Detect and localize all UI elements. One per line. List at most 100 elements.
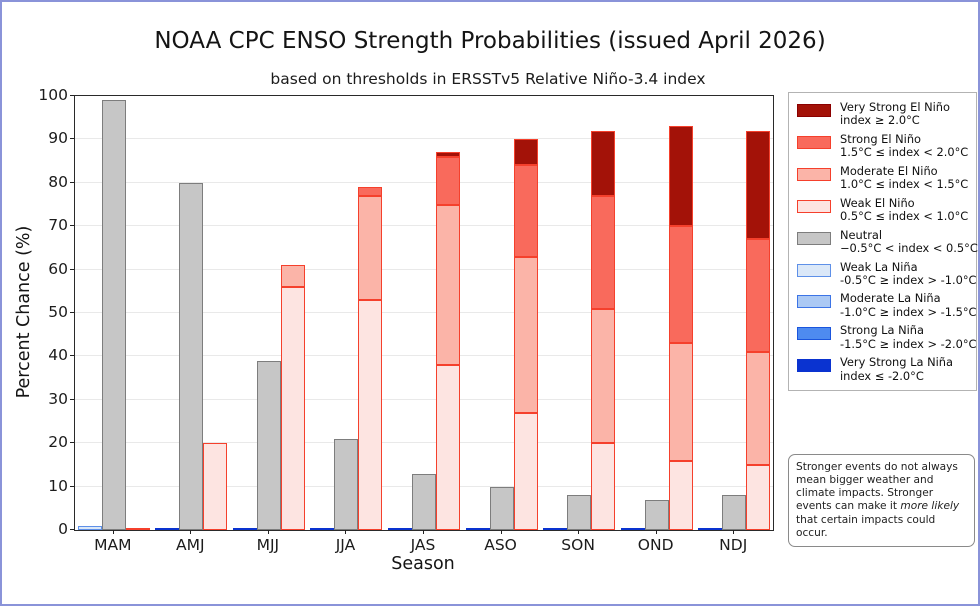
- y-tick-mark-70: [70, 225, 74, 227]
- y-tick-mark-60: [70, 268, 74, 270]
- bar-group-aso: [463, 96, 541, 530]
- x-tick-mark-amj: [190, 530, 192, 534]
- x-tick-mark-jas: [423, 530, 424, 534]
- x-tick-mark-jja: [345, 530, 347, 534]
- legend-item-moderate-el-niño: Moderate El Niño 1.0°C ≤ index < 1.5°C: [797, 164, 971, 192]
- gridline-30: [75, 398, 773, 400]
- legend-item-moderate-la-niña: Moderate La Niña -1.0°C ≥ index > -1.5°C: [797, 291, 976, 319]
- legend-item-text: Moderate El Niño 1.0°C ≤ index < 1.5°C: [840, 164, 968, 192]
- bar-group-ndj: [695, 96, 773, 530]
- bar-segment-neutral: [179, 182, 204, 530]
- legend-item-weak-el-niño: Weak El Niño 0.5°C ≤ index < 1.0°C: [797, 196, 971, 224]
- legend-item-name: Very Strong El Niño: [840, 100, 950, 114]
- bar-group-mjj: [230, 96, 308, 530]
- el_nino-bar-amj: [203, 96, 228, 530]
- neutral-bar-ond: [644, 96, 669, 530]
- x-tick-label-ond: OND: [637, 536, 674, 554]
- la_nina-zero-line: [310, 528, 335, 530]
- legend: Very Strong El Niño index ≥ 2.0°C Strong E…: [788, 92, 978, 392]
- bar-segment-moderate-el-niño: [435, 204, 460, 366]
- y-tick-label-50: 50: [48, 303, 68, 321]
- bar-segment-weak-el-niño: [280, 286, 305, 530]
- la_nina-zero-line: [465, 528, 490, 530]
- bar-segment-moderate-el-niño: [358, 195, 383, 300]
- la_nina-bar-amj: [155, 96, 180, 530]
- y-tick-mark-30: [70, 398, 74, 400]
- legend-item-very-strong-el-niño: Very Strong El Niño index ≥ 2.0°C: [797, 100, 971, 128]
- gridline-80: [75, 181, 773, 183]
- neutral-bar-mam: [101, 96, 126, 530]
- x-tick-label-amj: AMJ: [176, 536, 205, 554]
- gridline-70: [75, 225, 773, 227]
- x-tick-label-aso: ASO: [484, 536, 517, 554]
- x-tick-mark-mjj: [267, 530, 269, 534]
- neutral-bar-aso: [489, 96, 514, 530]
- x-tick-label-ndj: NDJ: [719, 536, 748, 554]
- legend-item-strong-el-niño: Strong El Niño 1.5°C ≤ index < 2.0°C: [797, 131, 971, 160]
- gridline-90: [75, 138, 773, 140]
- legend-item-neutral: Neutral −0.5°C < index < 0.5°C: [797, 228, 978, 256]
- bar-segment-very-strong-el-niño: [746, 130, 771, 240]
- neutral-bar-ndj: [722, 96, 747, 530]
- bar-segment-strong-el-niño: [358, 187, 383, 196]
- y-tick-mark-50: [70, 312, 74, 313]
- x-tick-mark-mam: [112, 530, 114, 534]
- legend-item-text: Very Strong La Niña index ≤ -2.0°C: [840, 355, 953, 383]
- legend-item-name: Strong La Niña: [840, 323, 925, 338]
- gridline-60: [75, 268, 773, 270]
- x-tick-mark-ond: [655, 530, 657, 534]
- la_nina-bar-jas: [387, 96, 412, 530]
- la_nina-bar-son: [543, 96, 568, 530]
- legend-item-range: -1.0°C ≥ index > -1.5°C: [840, 304, 977, 319]
- el_nino-zero-line: [125, 528, 150, 530]
- y-tick-mark-40: [70, 355, 74, 357]
- legend-item-name: Neutral: [840, 227, 883, 242]
- el_nino-bar-mam: [125, 96, 150, 530]
- plot-area: [74, 95, 774, 531]
- bar-segment-neutral: [722, 495, 747, 530]
- bar-segment-neutral: [489, 486, 514, 530]
- note-text-italic: more likely: [900, 500, 960, 513]
- y-tick-label-100: 100: [38, 86, 68, 104]
- y-tick-label-0: 0: [58, 520, 68, 538]
- note-text-after: that certain impacts could occur.: [796, 513, 936, 539]
- x-tick-label-jja: JJA: [335, 536, 356, 554]
- bar-segment-neutral: [411, 473, 436, 530]
- legend-item-text: Strong El Niño 1.5°C ≤ index < 2.0°C: [840, 131, 969, 160]
- legend-items: Very Strong El Niño index ≥ 2.0°C Strong E…: [797, 100, 978, 383]
- x-tick-mark-son: [578, 530, 580, 534]
- x-tick-mark-aso: [500, 530, 502, 534]
- bar-segment-strong-el-niño: [746, 239, 771, 353]
- el_nino-bar-jas: [435, 96, 460, 530]
- legend-item-very-strong-la-niña: Very Strong La Niña index ≤ -2.0°C: [797, 355, 971, 383]
- x-tick-mark-ndj: [733, 530, 735, 534]
- legend-swatch-icon: [797, 359, 831, 373]
- legend-item-text: Very Strong El Niño index ≥ 2.0°C: [840, 100, 950, 128]
- legend-item-text: Moderate La Niña -1.0°C ≥ index > -1.5°C: [840, 291, 977, 319]
- la_nina-bar-aso: [465, 96, 490, 530]
- bar-segment-weak-el-niño: [513, 412, 538, 530]
- x-axis-title: Season: [391, 554, 455, 574]
- bar-group-son: [540, 96, 618, 530]
- legend-item-text: Weak La Niña -0.5°C ≥ index > -1.0°C: [840, 259, 976, 288]
- x-tick-label-son: SON: [561, 536, 595, 554]
- el_nino-bar-ndj: [746, 96, 771, 530]
- bar-segment-neutral: [101, 100, 126, 530]
- legend-swatch-icon: [797, 263, 831, 277]
- bar-segment-strong-el-niño: [435, 156, 460, 205]
- legend-item-name: Strong El Niño: [840, 131, 922, 146]
- la_nina-bar-mjj: [232, 96, 257, 530]
- legend-item-range: 1.5°C ≤ index < 2.0°C: [840, 145, 969, 160]
- legend-item-name: Weak La Niña: [840, 259, 918, 274]
- gridline-20: [75, 442, 773, 444]
- bar-segment-neutral: [334, 438, 359, 530]
- la_nina-zero-line: [387, 528, 412, 530]
- neutral-bar-son: [567, 96, 592, 530]
- bar-group-mam: [75, 96, 153, 530]
- legend-item-name: Very Strong La Niña: [840, 355, 953, 370]
- note-text-before: Stronger events do not always mean bigge…: [796, 461, 958, 513]
- la_nina-bar-ndj: [698, 96, 723, 530]
- el_nino-bar-mjj: [280, 96, 305, 530]
- bar-group-ond: [618, 96, 696, 530]
